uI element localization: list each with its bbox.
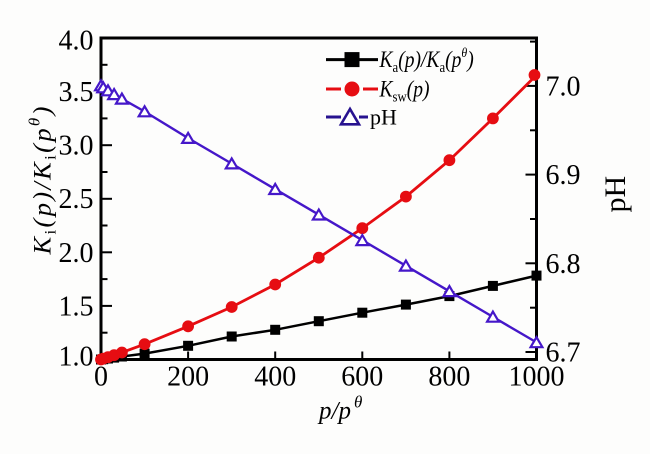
- svg-text:800: 800: [428, 362, 470, 393]
- svg-text:3.5: 3.5: [59, 77, 94, 108]
- svg-text:0: 0: [94, 362, 108, 393]
- svg-text:6.8: 6.8: [546, 249, 581, 280]
- svg-text:1.0: 1.0: [59, 342, 94, 373]
- svg-text:1000: 1000: [509, 362, 565, 393]
- svg-text:1.5: 1.5: [59, 291, 94, 322]
- svg-text:400: 400: [254, 362, 296, 393]
- svg-text:4.0: 4.0: [59, 26, 94, 57]
- svg-text:6.9: 6.9: [546, 160, 581, 191]
- svg-text:3.0: 3.0: [59, 131, 94, 162]
- svg-text:Ka(p)/Ka(pθ): Ka(p)/Ka(pθ): [379, 44, 474, 76]
- svg-text:pH: pH: [370, 105, 397, 130]
- svg-text:6.7: 6.7: [546, 338, 581, 369]
- svg-text:2.0: 2.0: [59, 238, 94, 269]
- svg-text:pH: pH: [599, 176, 632, 213]
- svg-text:7.0: 7.0: [546, 71, 581, 102]
- svg-text:600: 600: [341, 362, 383, 393]
- svg-text:200: 200: [167, 362, 209, 393]
- svg-text:Ksw(p): Ksw(p): [379, 76, 430, 106]
- svg-text:2.5: 2.5: [59, 184, 94, 215]
- svg-text:Ki(p)/Ki(pθ): Ki(p)/Ki(pθ): [25, 104, 59, 255]
